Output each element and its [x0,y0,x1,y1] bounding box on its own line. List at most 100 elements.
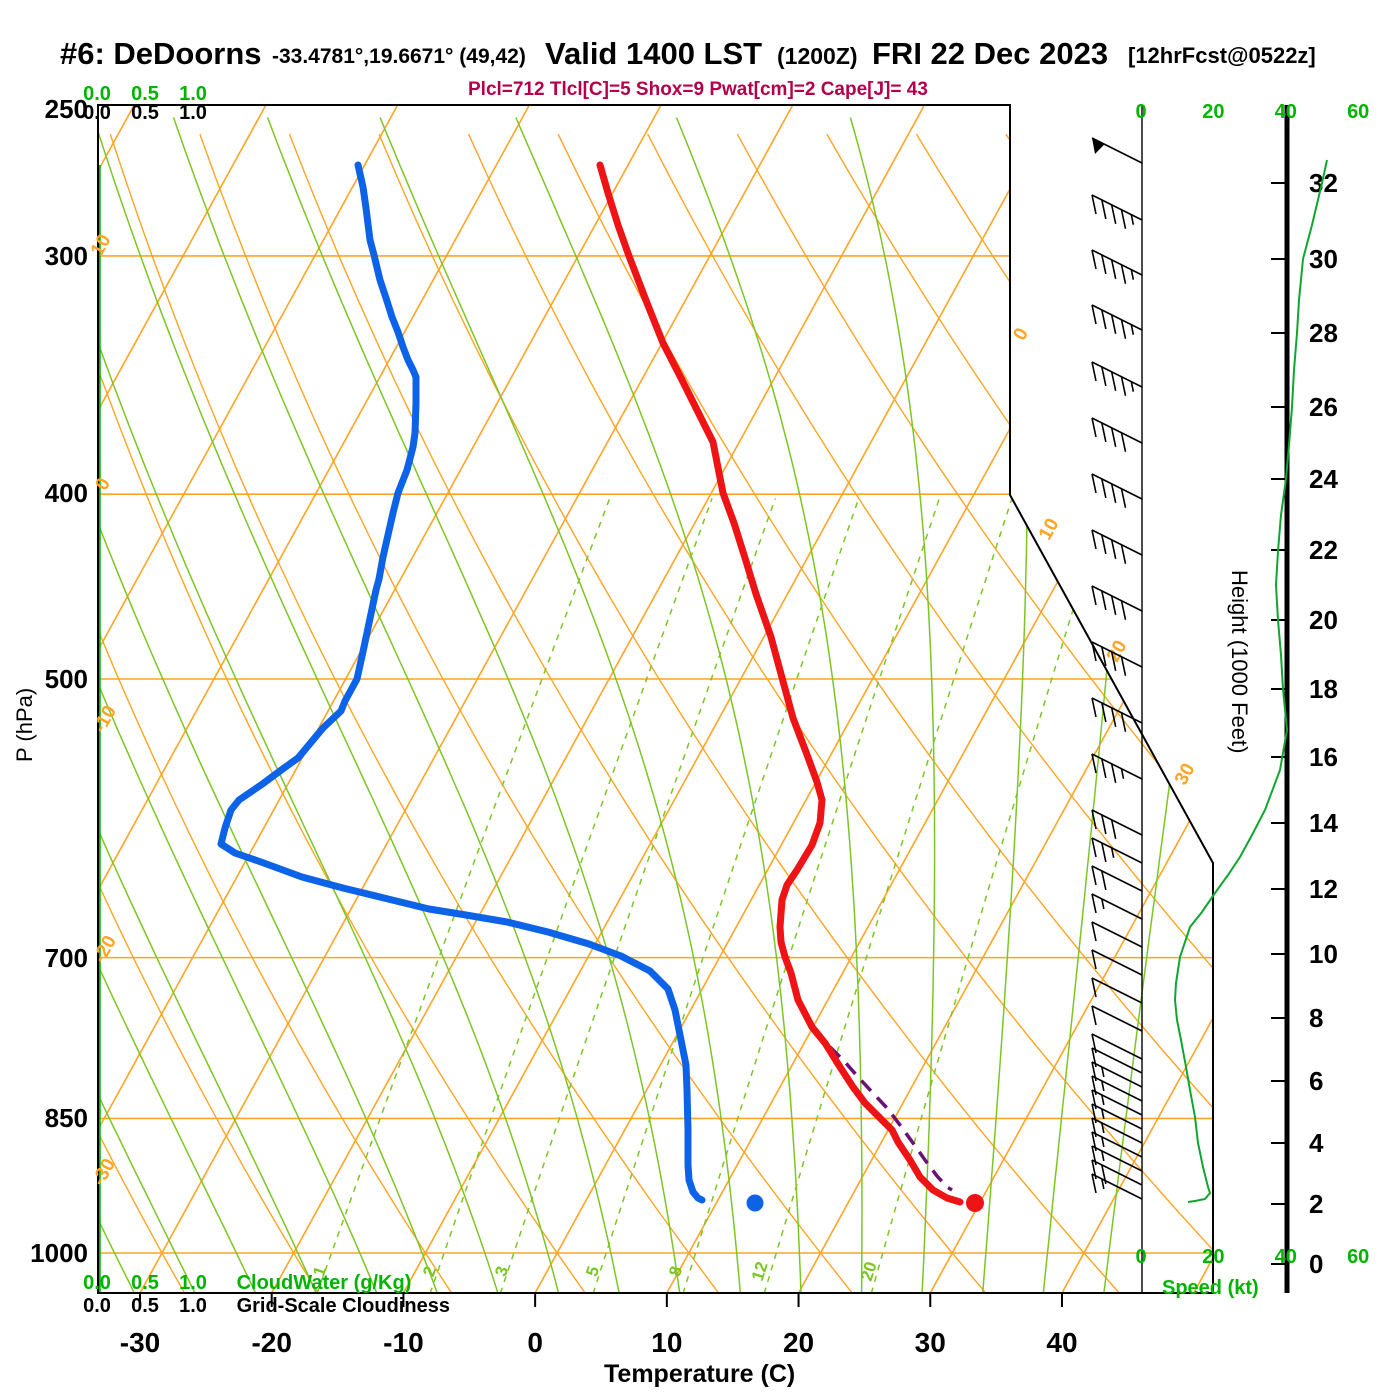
wind-barb [1091,1005,1143,1032]
wind-barb [1091,1145,1143,1172]
isotherm-line [98,105,267,1293]
height-tick-label: 28 [1309,318,1338,348]
wind-barb [1091,949,1143,976]
mixing-ratio-label: 12 [748,1259,772,1283]
wind-barb [1091,361,1143,396]
isotherm-line [929,105,1213,1293]
wind-barb [1091,1173,1143,1200]
scale-value: 0.5 [131,1295,159,1317]
height-tick-label: 8 [1309,1003,1323,1033]
height-tick-label: 16 [1309,742,1338,772]
speed-scale-label: 0 [1135,1246,1146,1268]
height-tick-label: 6 [1309,1066,1323,1096]
sounding-parameters: Plcl=712 Tlcl[C]=5 Shox=9 Pwat[cm]=2 Cap… [468,79,928,100]
isotherm-label-left: -10 [89,702,121,736]
dry-adiabat-line [98,133,319,1293]
mixing-ratio-line [316,498,611,1293]
wind-barb [1091,641,1143,676]
forecast-tag: [12hrFcst@0522z] [1128,43,1316,68]
temp-tick-label: -20 [251,1327,291,1358]
mixing-ratio-line [499,498,777,1293]
height-axis-label: Height (1000 Feet) [1227,570,1252,754]
mixing-ratio-line [429,498,713,1293]
isotherm-line [666,105,1213,1293]
station-title: #6: DeDoorns [60,36,262,71]
isotherm-label-left: -20 [89,932,121,966]
scale-value: 1.0 [179,1272,207,1294]
wind-barb [1091,137,1143,164]
temp-tick-label: 0 [527,1327,543,1358]
parcel-path-curve [828,1045,953,1192]
isotherm-line [1061,105,1213,1293]
dry-adiabat-line [109,133,720,1293]
height-tick-label: 26 [1309,392,1338,422]
wind-barb [1091,304,1143,339]
speed-scale-label: 60 [1347,101,1369,123]
pressure-tick-label: 400 [45,478,88,508]
wind-barb [1091,585,1143,620]
moist-adiabat-line [98,117,499,1293]
wind-barb [1091,697,1143,732]
dewpoint-curve [217,161,706,1204]
station-coordinates: -33.4781°,19.6671° (49,42) [272,45,526,68]
wind-barb [1091,809,1143,839]
scale-value: 1.0 [179,1295,207,1317]
height-tick-label: 24 [1309,464,1338,494]
height-tick-label: 20 [1309,605,1338,635]
speed-scale-label: 40 [1275,1246,1297,1268]
scale-value: 0.0 [83,1272,111,1294]
temperature-curve [596,161,964,1206]
wind-barb [1091,249,1143,284]
dry-adiabat-line [199,133,854,1293]
moist-adiabat-line [172,117,620,1293]
isotherm-line [271,105,926,1293]
isotherm-label-left: -30 [88,1155,120,1189]
cloudiness-scale-top: 0.0 0.5 1.0 [73,102,217,125]
wind-barb [1091,473,1143,508]
pressure-tick-label: 1000 [30,1238,88,1268]
mixing-ratio-line [592,498,860,1293]
speed-scale-label: 40 [1275,101,1297,123]
moist-adiabat-line [266,117,681,1293]
dry-adiabat-line [1005,133,1213,1293]
valid-date: FRI 22 Dec 2023 [872,36,1109,71]
wind-barb [1091,529,1143,564]
temp-axis-label: Temperature (C) [604,1360,796,1388]
temp-tick-label: 20 [783,1327,814,1358]
cloudiness-label: Grid-Scale Cloudiness [236,1295,450,1317]
wind-barb [1091,1159,1143,1186]
moist-adiabat-line [515,117,802,1293]
dry-adiabat-line [98,133,586,1293]
speed-scale-label: 20 [1202,1246,1224,1268]
height-tick-label: 2 [1309,1189,1323,1219]
plot-boundary [97,104,1214,1294]
cloudwater-scale-bottom: 0.0 0.5 1.0 CloudWater (g/Kg) [73,1272,411,1295]
surface-temp-dot [966,1194,984,1212]
isotherm-label-right: 20 [1103,637,1132,666]
moist-adiabat-line [98,117,439,1293]
isotherm-line [1192,105,1213,1293]
wind-barb [1091,753,1143,783]
pressure-tick-label: 300 [45,241,88,271]
cloudiness-scale-bottom: 0.0 0.5 1.0 Grid-Scale Cloudiness [73,1295,450,1318]
isotherm-label-right: 30 [1171,760,1200,789]
wind-barb [1091,1075,1143,1102]
cloudwater-scale-top: 0.0 0.5 1.0 [73,83,217,106]
scale-value: 0.0 [83,83,111,105]
isotherm-label-right: 10 [1035,515,1064,544]
wind-barb [1091,1103,1143,1130]
height-tick-label: 22 [1309,535,1338,565]
dry-adiabat-line [288,133,987,1293]
isotherm-line [98,105,662,1293]
temp-tick-label: -10 [383,1327,423,1358]
height-tick-label: 18 [1309,674,1338,704]
wind-barb [1091,1131,1143,1158]
temp-tick-label: -30 [120,1327,160,1358]
moist-adiabat-line [98,117,317,1293]
skewt-grid [98,105,1213,1293]
mixing-ratio-label: 5 [582,1264,603,1279]
scale-value: 0.0 [83,102,111,124]
surface-dew-dot [746,1194,764,1212]
zulu-time: (1200Z) [777,43,858,69]
